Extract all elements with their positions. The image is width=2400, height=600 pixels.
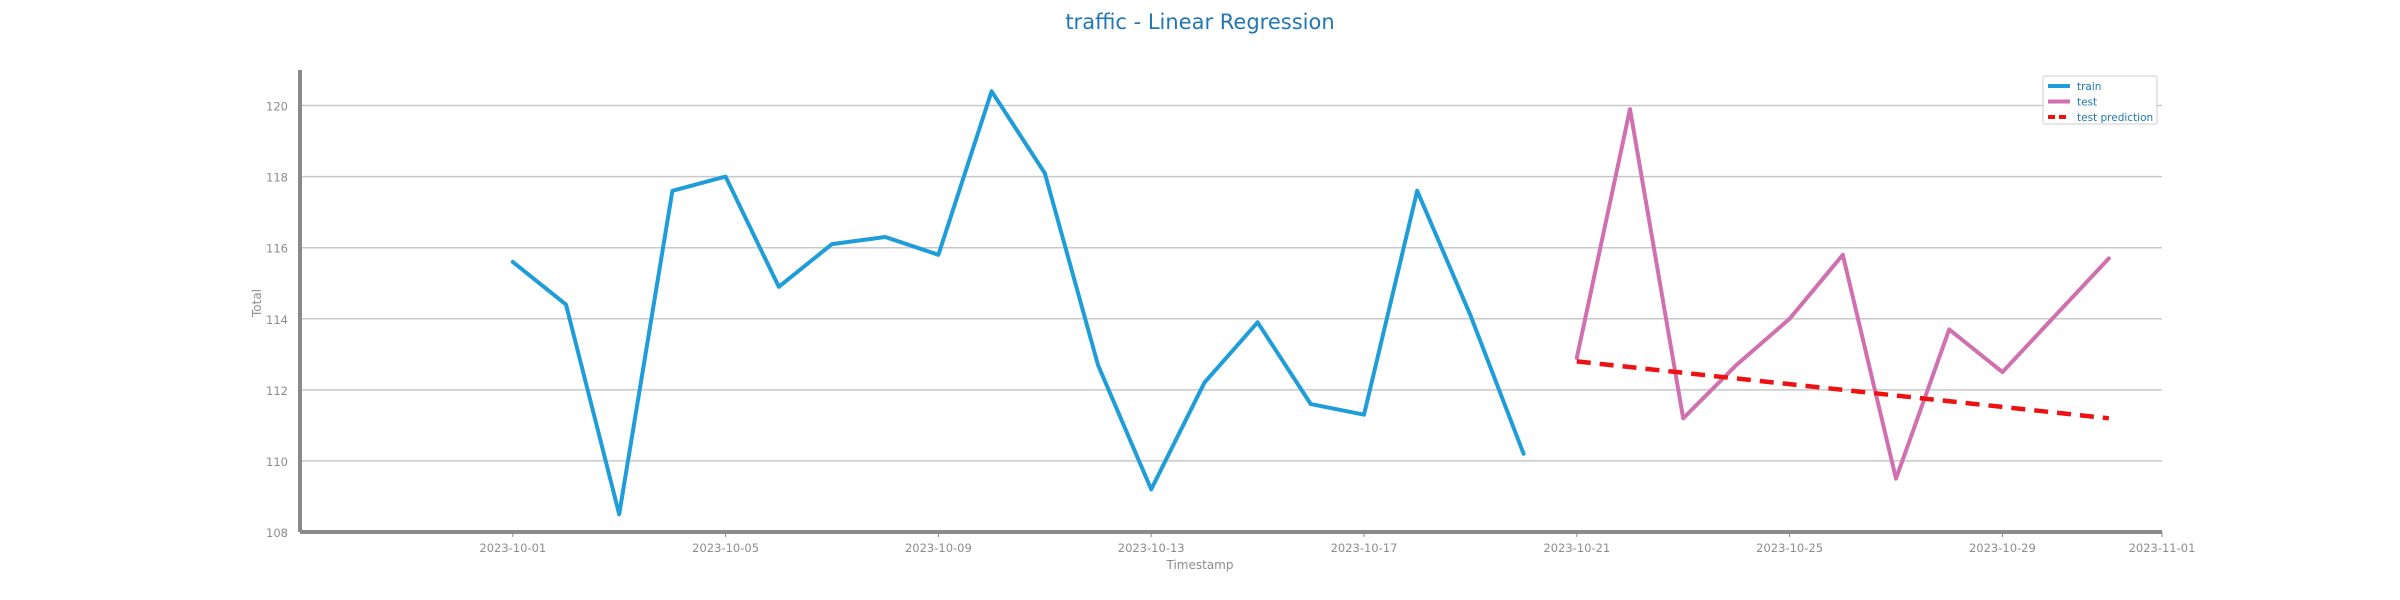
x-tick-label: 2023-10-13 — [1118, 541, 1185, 555]
y-tick-label: 108 — [266, 526, 288, 540]
y-tick-label: 118 — [266, 171, 288, 185]
x-tick-label: 2023-10-05 — [692, 541, 759, 555]
x-tick-label: 2023-10-21 — [1543, 541, 1610, 555]
y-tick-labels: 108 110 112 114 116 118 120 — [266, 100, 288, 540]
series-line-test — [1574, 107, 2111, 481]
x-tick-label: 2023-10-29 — [1969, 541, 2036, 555]
x-tick-label: 2023-10-09 — [905, 541, 972, 555]
legend-label: test prediction — [2077, 112, 2153, 124]
y-tick-label: 120 — [266, 100, 288, 114]
series-line-test-prediction — [1576, 359, 2110, 421]
y-tick-label: 110 — [266, 455, 288, 469]
x-tick-label: 2023-10-17 — [1331, 541, 1398, 555]
legend: train test test prediction — [2042, 75, 2158, 125]
gridlines — [300, 104, 2162, 462]
y-tick-label: 116 — [266, 242, 288, 256]
chart-title: traffic - Linear Regression — [1065, 10, 1334, 34]
x-tick-labels: 2023-10-01 2023-10-05 2023-10-09 2023-10-13… — [479, 532, 2195, 555]
legend-box — [2042, 75, 2158, 125]
x-axis-label: Timestamp — [1166, 558, 1234, 572]
axes — [298, 70, 2162, 534]
y-axis-label: Total — [250, 289, 264, 318]
series-line-train — [510, 89, 1526, 517]
legend-label: train — [2077, 81, 2101, 93]
y-tick-label: 114 — [266, 313, 288, 327]
y-tick-label: 112 — [266, 384, 288, 398]
x-tick-label: 2023-10-01 — [479, 541, 546, 555]
series-lines — [510, 89, 2111, 517]
x-tick-label: 2023-11-01 — [2129, 541, 2196, 555]
x-tick-label: 2023-10-25 — [1756, 541, 1823, 555]
legend-label: test — [2077, 97, 2097, 109]
